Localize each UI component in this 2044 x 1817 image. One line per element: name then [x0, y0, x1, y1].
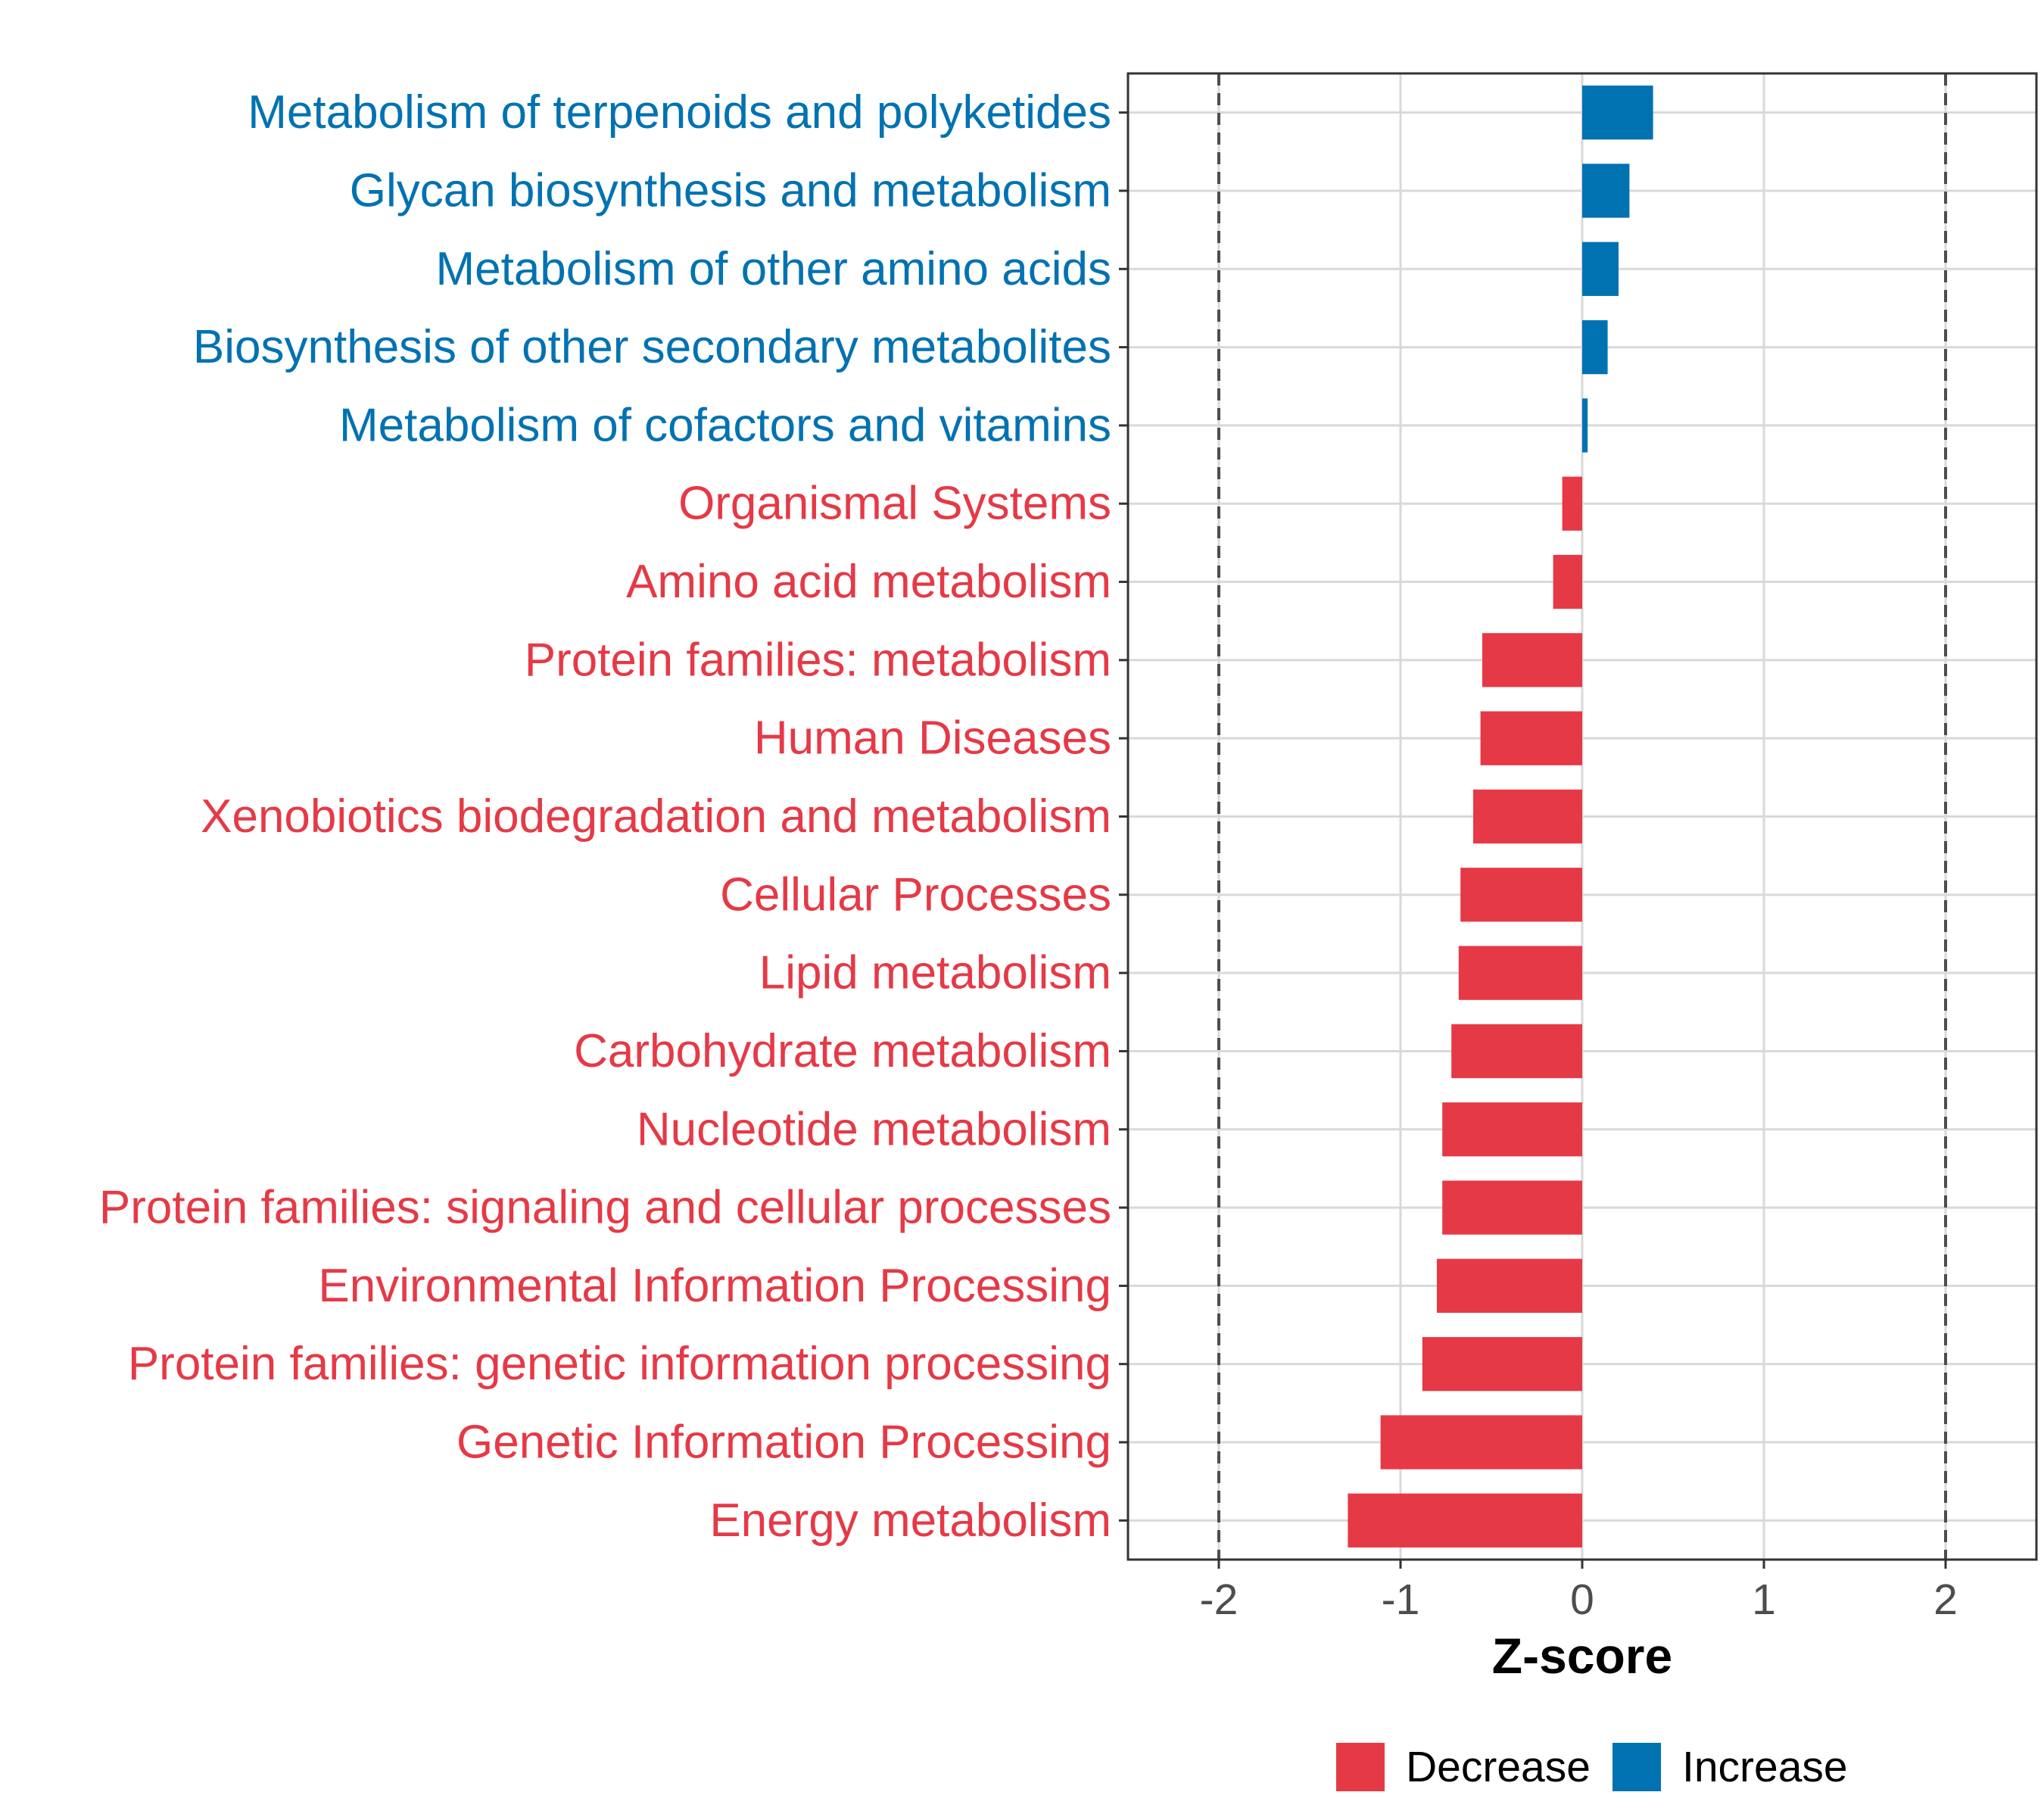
- bar: [1582, 319, 1608, 375]
- bar: [1460, 868, 1582, 922]
- category-label: Glycan biosynthesis and metabolism: [350, 164, 1111, 217]
- x-tick-label: -1: [1382, 1575, 1420, 1624]
- category-label: Protein families: genetic information pr…: [128, 1338, 1111, 1390]
- category-label: Xenobiotics biodegradation and metabolis…: [201, 790, 1111, 843]
- category-label: Human Diseases: [754, 712, 1111, 765]
- category-label: Environmental Information Processing: [318, 1260, 1111, 1312]
- category-label: Metabolism of cofactors and vitamins: [339, 399, 1111, 451]
- category-label: Organismal Systems: [678, 478, 1111, 530]
- category-label: Carbohydrate metabolism: [574, 1025, 1111, 1077]
- category-label: Cellular Processes: [720, 868, 1111, 921]
- category-label: Amino acid metabolism: [626, 556, 1111, 608]
- bar: [1473, 789, 1582, 844]
- bar: [1582, 164, 1630, 218]
- bar: [1348, 1493, 1582, 1547]
- category-label: Protein families: metabolism: [525, 634, 1111, 686]
- legend: Decrease Increase: [1336, 1743, 1848, 1791]
- bar: [1582, 86, 1653, 140]
- x-tick-label: -2: [1200, 1575, 1239, 1624]
- reference-lines: [1217, 73, 1947, 1560]
- bar: [1482, 633, 1582, 687]
- x-tick-label: 1: [1752, 1575, 1776, 1624]
- category-label: Genetic Information Processing: [456, 1417, 1111, 1469]
- bar: [1562, 476, 1582, 531]
- category-label: Energy metabolism: [709, 1494, 1111, 1547]
- x-tick-label: 2: [1933, 1575, 1958, 1624]
- bar: [1553, 554, 1582, 609]
- bar: [1480, 711, 1582, 765]
- bar: [1422, 1337, 1582, 1392]
- bars: [1348, 86, 1653, 1547]
- category-label: Lipid metabolism: [759, 947, 1111, 999]
- x-tick-label: 0: [1570, 1575, 1594, 1624]
- y-axis-ticks: [1119, 111, 1128, 1522]
- bar: [1582, 398, 1588, 453]
- legend-swatch-increase: [1612, 1743, 1661, 1791]
- x-axis-title: Z-score: [1492, 1628, 1672, 1684]
- category-labels: Metabolism of terpenoids and polyketides…: [99, 86, 1111, 1547]
- legend-swatch-decrease: [1336, 1743, 1385, 1791]
- legend-label-decrease: Decrease: [1406, 1743, 1591, 1791]
- x-axis-ticks: -2 -1 0 1 2: [1200, 1560, 1958, 1624]
- category-label: Metabolism of other amino acids: [435, 243, 1111, 295]
- bar: [1582, 242, 1619, 296]
- bar: [1442, 1102, 1582, 1157]
- category-label: Protein families: signaling and cellular…: [99, 1182, 1111, 1234]
- bar: [1458, 946, 1582, 1000]
- legend-label-increase: Increase: [1682, 1743, 1848, 1791]
- category-label: Metabolism of terpenoids and polyketides: [248, 86, 1111, 139]
- category-label: Nucleotide metabolism: [637, 1103, 1111, 1155]
- bar: [1451, 1024, 1582, 1079]
- category-label: Biosynthesis of other secondary metaboli…: [193, 321, 1111, 373]
- bar: [1380, 1415, 1582, 1469]
- bar: [1442, 1180, 1582, 1235]
- bar: [1437, 1258, 1582, 1314]
